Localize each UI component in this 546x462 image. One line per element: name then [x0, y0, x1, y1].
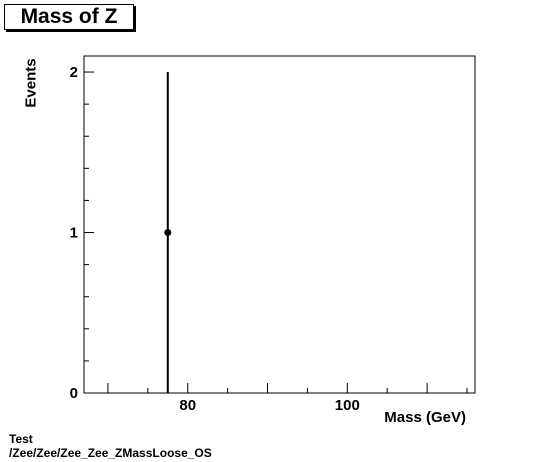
y-tick-label: 2	[70, 64, 78, 81]
axis-tick-labels: 80 100 0 1 2	[70, 64, 360, 414]
chart-title: Mass of Z	[4, 4, 134, 30]
x-tick-label: 80	[179, 397, 196, 414]
x-axis-label: Mass (GeV)	[384, 409, 466, 426]
axis-ticks	[84, 71, 468, 394]
y-tick-label: 0	[70, 385, 78, 402]
plot-frame	[83, 55, 476, 394]
y-tick-label: 1	[70, 225, 78, 242]
x-tick-label: 100	[335, 397, 360, 414]
footer-line-2: /Zee/Zee/Zee_Zee_ZMassLoose_OS	[9, 446, 212, 460]
data-point	[164, 229, 172, 237]
footer-line-1: Test	[9, 432, 33, 446]
data-marks	[164, 72, 172, 393]
